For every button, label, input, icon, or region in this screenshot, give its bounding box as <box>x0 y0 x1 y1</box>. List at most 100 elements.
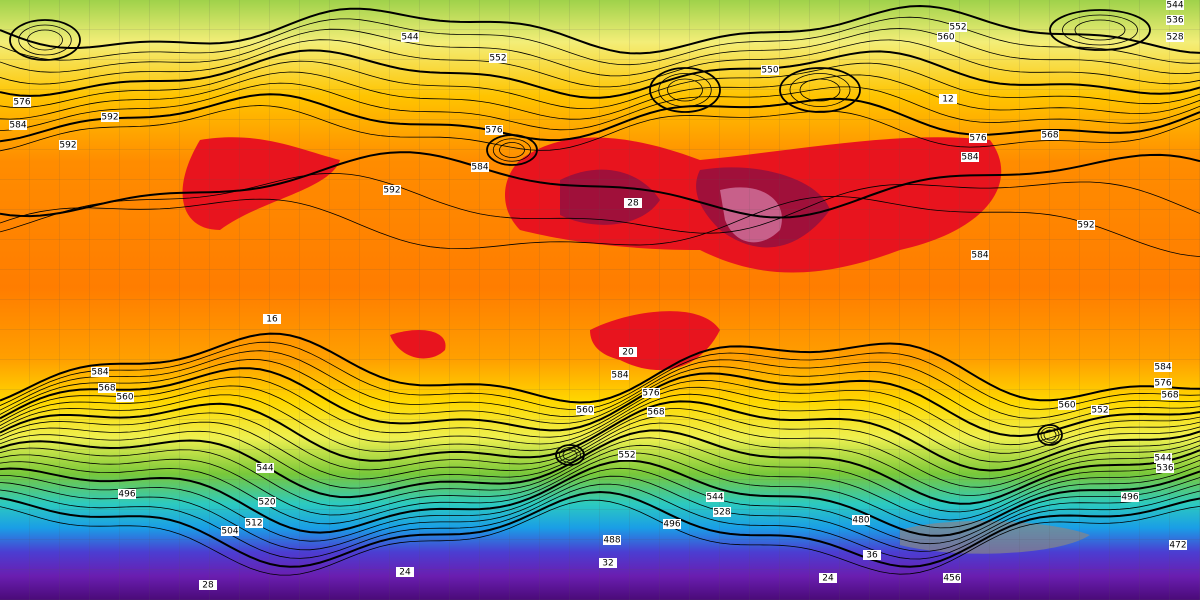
contour-label: 552 <box>618 451 635 461</box>
label-box <box>642 388 660 398</box>
label-box <box>1154 362 1172 372</box>
label-box <box>1121 492 1139 502</box>
label-box <box>1041 130 1059 140</box>
contour-label: 28 <box>202 581 214 591</box>
contour-line <box>0 332 1200 404</box>
contour-label: 584 <box>971 251 988 261</box>
closed-contour <box>1037 424 1063 446</box>
contour-label: 16 <box>266 315 278 325</box>
contour-line <box>0 93 1200 143</box>
closed-contour <box>1049 9 1151 51</box>
contour-label: 576 <box>642 389 659 399</box>
closed-contour <box>799 78 841 102</box>
contour-line <box>0 358 1200 428</box>
label-box <box>221 526 239 536</box>
contour-line <box>0 28 1200 77</box>
contour-label: 560 <box>576 406 593 416</box>
contour-label: 504 <box>221 527 238 537</box>
closed-contour <box>559 447 581 463</box>
contour-label: 544 <box>1154 454 1171 464</box>
contour-label: 28 <box>627 199 639 209</box>
label-box <box>1169 540 1187 550</box>
label-box <box>624 198 642 208</box>
contour-label: 560 <box>1058 401 1075 411</box>
contour-label: 552 <box>949 23 966 33</box>
label-box <box>971 250 989 260</box>
label-box <box>576 405 594 415</box>
contour-label: 584 <box>471 163 488 173</box>
label-box <box>819 573 837 583</box>
contour-line <box>0 444 1200 521</box>
label-box <box>943 573 961 583</box>
label-box <box>939 94 957 104</box>
contour-line <box>0 475 1200 552</box>
contour-label: 568 <box>98 384 115 394</box>
contour-label: 576 <box>1154 379 1171 389</box>
closed-contour <box>486 134 538 166</box>
closed-contour <box>779 67 861 113</box>
contour-label: 544 <box>401 33 418 43</box>
label-box <box>59 140 77 150</box>
label-box <box>863 550 881 560</box>
contour-label: 496 <box>118 490 135 500</box>
label-box <box>713 507 731 517</box>
label-box <box>1154 453 1172 463</box>
contour-line <box>0 367 1200 438</box>
closed-contour <box>1074 19 1126 41</box>
label-box <box>101 112 119 122</box>
label-box <box>383 185 401 195</box>
label-box <box>1091 405 1109 415</box>
label-box <box>471 162 489 172</box>
label-box <box>663 519 681 529</box>
contour-line <box>0 151 1200 219</box>
contour-label: 528 <box>1166 33 1183 43</box>
contour-label: 32 <box>602 559 613 569</box>
contour-line <box>0 376 1200 446</box>
label-box <box>485 125 503 135</box>
contour-line <box>0 452 1200 529</box>
label-box <box>401 32 419 42</box>
contour-label: 536 <box>1156 464 1173 474</box>
contour-label: 520 <box>258 498 275 508</box>
label-box <box>396 567 414 577</box>
contour-label: 544 <box>256 464 273 474</box>
label-box <box>949 22 967 32</box>
contour-line <box>0 4 1200 55</box>
contour-line <box>0 60 1200 110</box>
contour-line <box>0 422 1200 497</box>
contour-line <box>0 400 1200 472</box>
closed-contour <box>1062 14 1138 46</box>
contour-label: 552 <box>489 54 506 64</box>
contour-label: 576 <box>969 134 986 144</box>
label-box <box>603 535 621 545</box>
label-box <box>706 492 724 502</box>
label-box <box>1161 390 1179 400</box>
contour-label: 544 <box>1166 1 1183 11</box>
label-box <box>1166 0 1184 10</box>
contour-label: 568 <box>647 408 664 418</box>
contour-label: 584 <box>961 153 978 163</box>
contour-line <box>0 408 1200 480</box>
contour-line <box>0 350 1200 419</box>
contour-label: 24 <box>822 574 834 584</box>
contour-line <box>0 437 1200 513</box>
label-box <box>1156 463 1174 473</box>
contour-label: 456 <box>943 574 960 584</box>
contour-label: 528 <box>713 508 730 518</box>
contour-line <box>0 82 1200 131</box>
label-box <box>199 580 217 590</box>
contour-label: 12 <box>942 95 953 105</box>
closed-contour <box>789 73 851 107</box>
contour-label: 550 <box>761 66 778 76</box>
contour-label: 584 <box>91 368 108 378</box>
label-box <box>1058 400 1076 410</box>
closed-contour <box>499 142 525 158</box>
contour-label: 568 <box>1041 131 1058 141</box>
contour-label: 512 <box>245 519 262 529</box>
contour-label: 480 <box>852 516 869 526</box>
contour-line <box>0 385 1200 454</box>
label-box <box>961 152 979 162</box>
label-box <box>611 370 629 380</box>
label-box <box>599 558 617 568</box>
